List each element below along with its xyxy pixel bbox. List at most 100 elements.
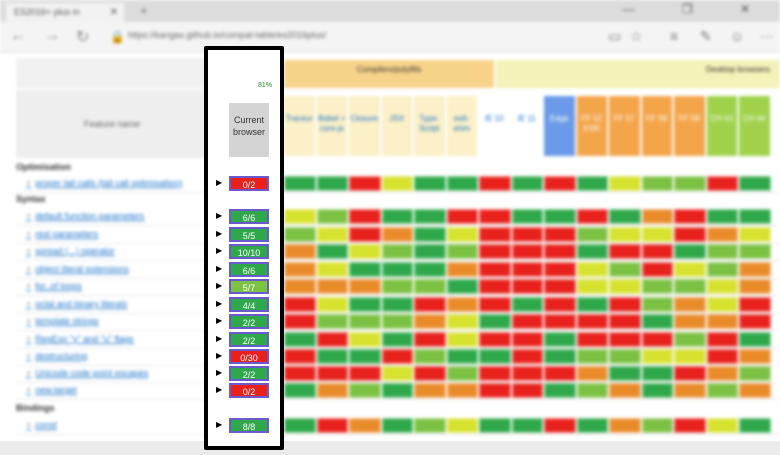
expand-icon[interactable]: + (26, 351, 32, 361)
column-header-2[interactable]: Closure (349, 96, 380, 156)
expand-arrow-icon[interactable]: ▶ (216, 385, 223, 394)
feature-link[interactable]: + object literal extensions (26, 264, 129, 274)
support-cell (609, 366, 641, 381)
expand-icon[interactable]: + (26, 385, 32, 395)
expand-arrow-icon[interactable]: ▶ (216, 264, 223, 273)
support-cell (446, 262, 478, 277)
column-header-9[interactable]: FF 52 ESR (576, 96, 607, 156)
expand-arrow-icon[interactable]: ▶ (216, 420, 223, 429)
more-icon[interactable]: ⋯ (760, 28, 774, 44)
support-cell (446, 383, 478, 398)
column-header-14[interactable]: CH 64 (739, 96, 770, 156)
feature-name-header: Feature name (16, 90, 208, 158)
expand-arrow-icon[interactable]: ▶ (216, 351, 223, 360)
feature-name: template strings (35, 316, 99, 326)
expand-icon[interactable]: + (26, 178, 32, 188)
forward-icon[interactable]: → (44, 27, 60, 44)
column-header-8[interactable]: Edge (544, 96, 575, 156)
column-header-1[interactable]: Babel + core-js (316, 96, 347, 156)
feature-link[interactable]: + rest parameters (26, 229, 98, 239)
support-cell (479, 297, 511, 312)
support-cell (576, 209, 608, 224)
feature-link[interactable]: + default function parameters (26, 211, 144, 221)
feature-link[interactable]: + proper tail calls (tail call optimisati… (26, 178, 182, 188)
expand-arrow-icon[interactable]: ▶ (216, 368, 223, 377)
feature-link[interactable]: + const (26, 420, 57, 430)
column-header-3[interactable]: JSX (381, 96, 412, 156)
favorite-star-icon[interactable]: ☆ (630, 28, 643, 44)
tab-close-icon[interactable]: ✕ (109, 7, 118, 18)
support-cell (511, 209, 543, 224)
current-browser-score: 0/30 (229, 349, 269, 364)
support-cell (544, 314, 576, 329)
support-cell (641, 349, 673, 364)
expand-icon[interactable]: + (26, 211, 32, 221)
column-header-11[interactable]: FF 58 (641, 96, 672, 156)
expand-arrow-icon[interactable]: ▶ (216, 299, 223, 308)
expand-arrow-icon[interactable]: ▶ (216, 316, 223, 325)
browser-tab[interactable]: ES2016+ plus in compatibility ✕ (6, 3, 124, 36)
expand-icon[interactable]: + (26, 299, 32, 309)
column-header-4[interactable]: Type-Script (414, 96, 445, 156)
expand-icon[interactable]: + (26, 420, 32, 430)
expand-icon[interactable]: + (26, 368, 32, 378)
share-icon[interactable]: ☺ (730, 28, 745, 44)
new-tab-button[interactable]: + (140, 3, 148, 18)
support-cell (706, 383, 738, 398)
support-cell (641, 279, 673, 294)
support-cell (381, 349, 413, 364)
feature-link[interactable]: + new.target (26, 385, 77, 395)
feature-link[interactable]: + for..of loops (26, 281, 82, 291)
expand-icon[interactable]: + (26, 229, 32, 239)
support-cell (739, 209, 771, 224)
support-cell (316, 244, 348, 259)
column-header-5[interactable]: es6-shim (446, 96, 477, 156)
support-cell (446, 332, 478, 347)
column-header-7[interactable]: IE 11 (511, 96, 542, 156)
feature-link[interactable]: + RegExp "y" and "u" flags (26, 334, 134, 344)
support-cell (576, 418, 608, 433)
expand-arrow-icon[interactable]: ▶ (216, 178, 223, 187)
feature-link[interactable]: + destructuring (26, 351, 87, 361)
support-cell (706, 176, 738, 191)
column-header-12[interactable]: FF 59 (674, 96, 705, 156)
address-bar[interactable]: https://kangax.github.io/compat-table/es… (128, 30, 327, 40)
back-icon[interactable]: ← (10, 27, 26, 44)
column-header-10[interactable]: FF 57 (609, 96, 640, 156)
expand-icon[interactable]: + (26, 246, 32, 256)
column-header-13[interactable]: CH 63 (706, 96, 737, 156)
support-cell (446, 297, 478, 312)
window-controls[interactable]: — ❐ ✕ (622, 2, 772, 16)
support-cell (511, 244, 543, 259)
expand-arrow-icon[interactable]: ▶ (216, 281, 223, 290)
expand-icon[interactable]: + (26, 334, 32, 344)
notes-icon[interactable]: ✎ (700, 28, 712, 44)
feature-name: const (35, 420, 57, 430)
lock-icon: 🔒 (110, 30, 125, 44)
feature-link[interactable]: + octal and binary literals (26, 299, 127, 309)
support-cell (544, 297, 576, 312)
current-browser-score: 5/5 (229, 227, 269, 242)
feature-link[interactable]: + spread (...) operator (26, 246, 115, 256)
expand-icon[interactable]: + (26, 316, 32, 326)
support-cell (479, 349, 511, 364)
expand-arrow-icon[interactable]: ▶ (216, 229, 223, 238)
refresh-icon[interactable]: ↻ (76, 29, 90, 46)
column-header-0[interactable]: Traceur (284, 96, 315, 156)
feature-link[interactable]: + Unicode code point escapes (26, 368, 148, 378)
expand-arrow-icon[interactable]: ▶ (216, 334, 223, 343)
expand-icon[interactable]: + (26, 281, 32, 291)
expand-arrow-icon[interactable]: ▶ (216, 246, 223, 255)
support-cell (641, 418, 673, 433)
column-header-6[interactable]: IE 10 (479, 96, 510, 156)
expand-icon[interactable]: + (26, 264, 32, 274)
support-cell (446, 279, 478, 294)
expand-arrow-icon[interactable]: ▶ (216, 211, 223, 220)
support-cell (511, 262, 543, 277)
hub-icon[interactable]: ≡ (670, 28, 679, 44)
support-cell (381, 366, 413, 381)
compat-table-page: Feature name Compilers/polyfills Desktop… (14, 54, 780, 442)
feature-link[interactable]: + template strings (26, 316, 99, 326)
support-cell (739, 418, 771, 433)
reading-view-icon[interactable]: ▭ (608, 28, 622, 44)
